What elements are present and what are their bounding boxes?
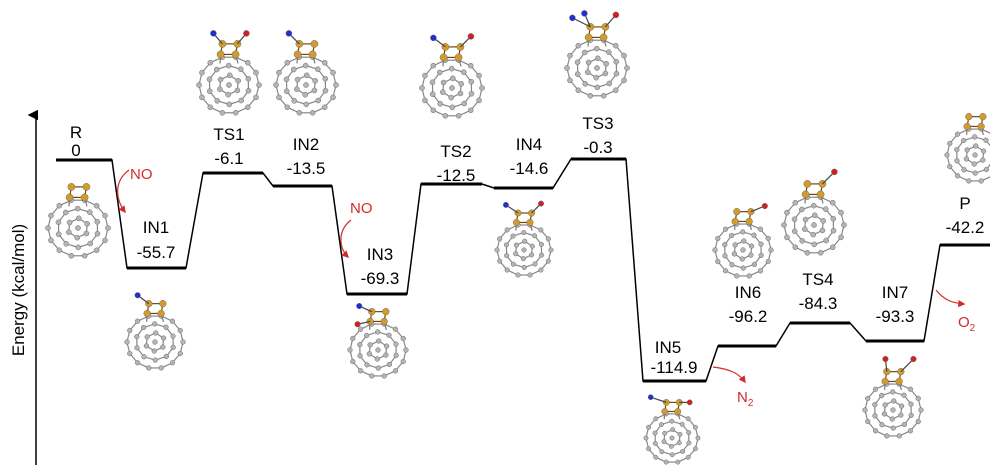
- reagent-arrow-o2: [935, 289, 966, 308]
- reagent-o2-subscript: 2: [970, 323, 976, 334]
- state-energy-ts3: -0.3: [583, 138, 612, 157]
- energy-axis-label: Energy (kcal/mol): [9, 224, 28, 356]
- state-name-p: P: [959, 194, 970, 213]
- molecule-p: [944, 113, 990, 184]
- state-energy-ts2: -12.5: [437, 166, 476, 185]
- molecule-in3: [347, 302, 409, 379]
- reagent-annotations: NO NO N2 O2: [117, 166, 976, 409]
- reagent-arrow-no-first: [117, 169, 130, 214]
- reagent-no-first: NO: [130, 166, 153, 183]
- reagent-no-second: NO: [350, 200, 373, 217]
- state-energy-in5: -114.9: [651, 358, 698, 377]
- reagent-o2-symbol: O: [958, 314, 970, 331]
- state-name-ts3: TS3: [582, 114, 613, 133]
- molecule-in5: [643, 394, 701, 465]
- molecule-ts3: [564, 10, 630, 99]
- state-name-ts4: TS4: [802, 270, 833, 289]
- molecule-ts2: [419, 33, 485, 119]
- molecule-in4: [494, 200, 554, 278]
- state-name-in2: IN2: [293, 135, 319, 154]
- reagent-n2-symbol: N: [737, 389, 748, 406]
- state-name-in1: IN1: [143, 218, 169, 237]
- state-labels: R 0 IN1 -55.7 TS1 -6.1 IN2 -13.5 IN3 -69…: [70, 114, 985, 377]
- molecule-in6: [712, 202, 774, 279]
- state-name-ts1: TS1: [213, 125, 244, 144]
- reagent-arrow-no-second: [340, 219, 352, 259]
- state-energy-in2: -13.5: [287, 159, 326, 178]
- state-name-r: R: [70, 123, 82, 142]
- reagent-o2: O2: [958, 314, 976, 334]
- reagent-n2: N2: [737, 389, 754, 409]
- molecule-in1: [124, 292, 186, 371]
- state-name-in4: IN4: [516, 135, 542, 154]
- reagent-n2-subscript: 2: [748, 398, 754, 409]
- energy-profile-line: [56, 158, 990, 382]
- reaction-path: [56, 157, 990, 383]
- state-name-in6: IN6: [735, 283, 761, 302]
- state-energy-in3: -69.3: [361, 269, 400, 288]
- molecule-in2: [273, 30, 339, 116]
- state-energy-ts1: -6.1: [214, 149, 243, 168]
- state-energy-in1: -55.7: [137, 243, 176, 262]
- state-energy-in6: -96.2: [729, 307, 768, 326]
- molecule-ts1: [196, 30, 262, 116]
- reagent-arrow-n2: [712, 366, 746, 384]
- state-energy-in4: -14.6: [510, 159, 549, 178]
- molecule-in7: [862, 355, 924, 439]
- molecule-r: [45, 183, 111, 259]
- state-name-in3: IN3: [367, 245, 393, 264]
- molecular-structures: [45, 10, 990, 465]
- state-energy-p: -42.2: [946, 218, 985, 237]
- state-name-in5: IN5: [655, 338, 681, 357]
- state-energy-in7: -93.3: [876, 307, 915, 326]
- state-name-in7: IN7: [882, 283, 908, 302]
- state-energy-r: 0: [71, 141, 80, 160]
- molecule-ts4: [781, 168, 847, 256]
- state-name-ts2: TS2: [440, 142, 471, 161]
- state-energy-ts4: -84.3: [799, 294, 838, 313]
